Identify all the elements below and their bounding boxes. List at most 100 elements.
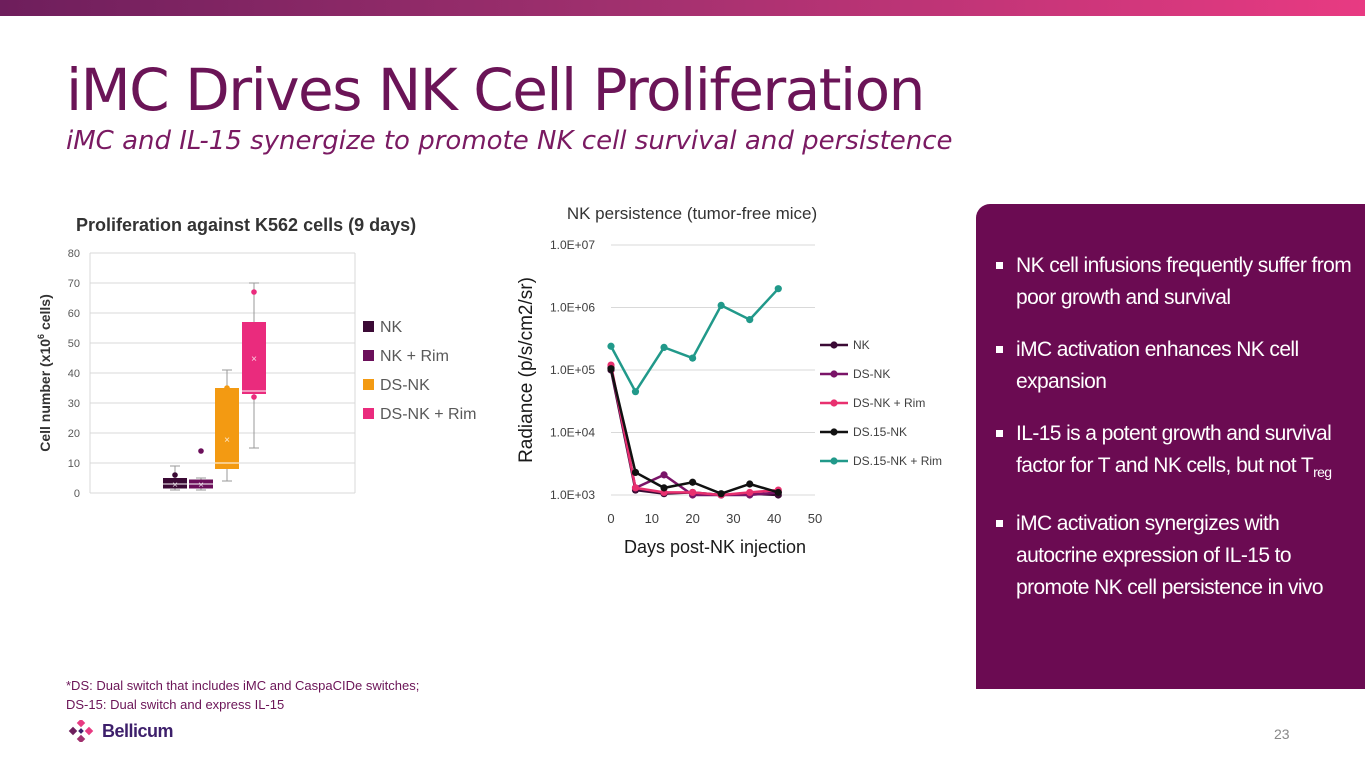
- data-point: [631, 388, 640, 396]
- data-point: [631, 468, 640, 476]
- bellicum-mark-icon: [68, 720, 94, 742]
- mean-marker: ×: [198, 480, 204, 491]
- y-tick-label: 0: [74, 488, 80, 500]
- box-ds-nk-rim: [242, 322, 266, 394]
- data-point: [689, 478, 697, 486]
- y-tick-label: 70: [68, 278, 80, 290]
- key-point-text: iMC activation enhances NK cell expansio…: [1016, 338, 1299, 393]
- data-point: [717, 490, 725, 498]
- legend-swatch: [363, 350, 374, 361]
- footnote: *DS: Dual switch that includes iMC and C…: [66, 676, 419, 714]
- data-point: [746, 316, 754, 324]
- persistence-line-chart: NK persistence (tumor-free mice) 1.0E+03 1…: [516, 204, 942, 557]
- data-point: [689, 488, 697, 497]
- box-ds-nk: [215, 388, 239, 469]
- key-points-panel: NK cell infusions frequently suffer from…: [976, 204, 1365, 689]
- bullet-square-icon: [996, 430, 1003, 437]
- y-tick-label: 1.0E+04: [550, 426, 595, 440]
- mean-marker: ×: [172, 480, 178, 491]
- series-line-ds-15-nk-rim: [609, 287, 780, 395]
- outlier-point: [251, 289, 257, 295]
- y-tick-label: 1.0E+06: [550, 301, 595, 315]
- data-point: [660, 471, 668, 479]
- chart-title: Proliferation against K562 cells (9 days…: [76, 215, 416, 235]
- y-tick-label: 60: [68, 308, 80, 320]
- legend-swatch: [363, 379, 374, 390]
- legend-marker: [830, 341, 838, 349]
- bullet-square-icon: [996, 346, 1003, 353]
- page-number: 23: [1274, 726, 1290, 742]
- y-axis-label: Cell number (x106 cells): [36, 294, 53, 452]
- mean-marker: ×: [251, 354, 257, 365]
- key-point-item: NK cell infusions frequently suffer from…: [996, 250, 1356, 314]
- outlier-point: [224, 385, 230, 391]
- bullet-square-icon: [996, 520, 1003, 528]
- key-point-text: IL-15 is a potent growth and survival fa…: [1016, 422, 1332, 477]
- key-point-text: iMC activation synergizes with autocrine…: [1016, 512, 1324, 600]
- y-tick-label: 10: [68, 458, 80, 470]
- legend-label: DS.15-NK + Rim: [853, 454, 942, 468]
- data-point: [689, 354, 697, 362]
- outlier-point: [172, 472, 178, 478]
- key-point-text: NK cell infusions frequently suffer from…: [1016, 254, 1352, 309]
- y-tick-label: 1.0E+05: [550, 363, 595, 377]
- outlier-point: [198, 448, 204, 454]
- legend-label: NK: [380, 319, 403, 336]
- legend-marker: [830, 399, 838, 407]
- proliferation-box-chart: Proliferation against K562 cells (9 days…: [36, 215, 476, 500]
- legend-label: DS-NK: [380, 377, 430, 394]
- data-point: [660, 343, 668, 351]
- data-point: [717, 301, 725, 310]
- y-tick-label: 1.0E+07: [550, 238, 595, 252]
- chart-title: NK persistence (tumor-free mice): [567, 204, 817, 223]
- legend-label: NK: [853, 338, 870, 352]
- outlier-point: [251, 394, 257, 400]
- x-tick-label: 0: [607, 511, 614, 526]
- bullet-square-icon: [996, 262, 1003, 269]
- x-axis-label: Days post-NK injection: [624, 537, 806, 557]
- y-tick-label: 20: [68, 428, 80, 440]
- legend-label: DS-NK + Rim: [853, 396, 925, 410]
- y-tick-label: 30: [68, 398, 80, 410]
- key-point-item: iMC activation synergizes with autocrine…: [996, 508, 1356, 604]
- x-tick-label: 40: [767, 511, 781, 526]
- x-tick-label: 30: [726, 511, 740, 526]
- x-tick-label: 20: [685, 511, 699, 526]
- bellicum-logo: Bellicum: [68, 720, 174, 742]
- y-tick-label: 1.0E+03: [550, 488, 595, 502]
- legend-label: DS-NK + Rim: [380, 406, 476, 423]
- key-points-list: NK cell infusions frequently suffer from…: [996, 250, 1356, 624]
- legend-marker: [830, 457, 838, 465]
- y-tick-label: 40: [68, 368, 80, 380]
- x-tick-label: 10: [645, 511, 659, 526]
- key-point-subscript: reg: [1313, 464, 1332, 481]
- data-point: [746, 488, 754, 497]
- footnote-line: *DS: Dual switch that includes iMC and C…: [66, 678, 420, 693]
- mean-marker: ×: [224, 435, 230, 446]
- legend-label: DS-NK: [853, 367, 890, 381]
- data-point: [774, 285, 782, 293]
- box-nk: [163, 478, 187, 489]
- top-accent-bar: [0, 0, 1365, 16]
- data-point: [774, 488, 782, 497]
- legend-swatch: [363, 321, 374, 332]
- brand-name: Bellicum: [102, 720, 174, 741]
- data-point: [746, 480, 754, 488]
- data-point: [607, 365, 615, 373]
- footnote-line: DS-15: Dual switch and express IL-15: [66, 697, 285, 712]
- y-tick-label: 50: [68, 338, 80, 350]
- x-tick-label: 50: [808, 511, 822, 526]
- slide-subtitle: iMC and IL-15 synergize to promote NK ce…: [66, 126, 953, 156]
- key-point-item: IL-15 is a potent growth and survival fa…: [996, 418, 1356, 488]
- y-axis-label: Radiance (p/s/cm2/sr): [516, 277, 537, 463]
- legend-marker: [830, 428, 838, 436]
- legend-swatch: [363, 408, 374, 419]
- data-point: [660, 484, 668, 492]
- legend-label: NK + Rim: [380, 348, 449, 365]
- legend-marker: [830, 370, 838, 378]
- key-point-item: iMC activation enhances NK cell expansio…: [996, 334, 1356, 398]
- data-point: [607, 342, 615, 350]
- slide-title: iMC Drives NK Cell Proliferation: [66, 56, 925, 124]
- legend-label: DS.15-NK: [853, 425, 907, 439]
- data-point: [631, 484, 640, 492]
